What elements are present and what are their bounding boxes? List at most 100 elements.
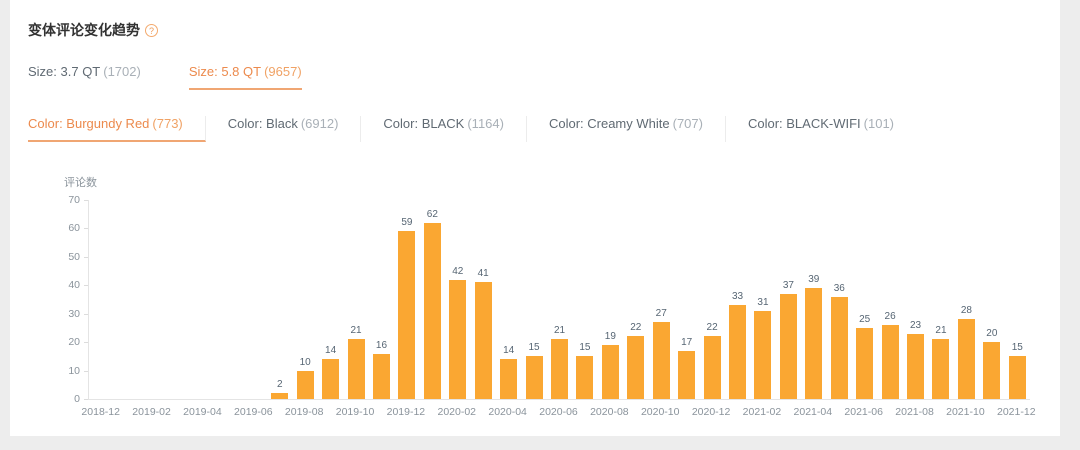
bar-2020-11[interactable]	[678, 351, 695, 399]
bar-2020-03[interactable]	[475, 282, 492, 399]
bar-2020-07[interactable]	[576, 356, 593, 399]
bar-value-label: 2	[276, 379, 283, 390]
x-tick-label: 2020-02	[437, 406, 477, 418]
bar-value-label: 59	[401, 217, 413, 228]
y-tick-mark	[84, 342, 88, 344]
y-tick-label: 40	[68, 279, 80, 292]
bar-value-label: 10	[299, 357, 311, 368]
x-tick-label: 2020-08	[590, 406, 629, 418]
bar-value-label: 33	[731, 291, 744, 302]
bar-2019-09[interactable]	[322, 359, 339, 399]
bar-value-label: 39	[808, 274, 820, 285]
bar-2021-07[interactable]	[882, 325, 899, 399]
color-tab-0[interactable]: Color: Burgundy Red (773)	[28, 116, 206, 142]
color-tab-1[interactable]: Color: Black (6912)	[206, 116, 362, 142]
bar-value-label: 21	[350, 325, 362, 336]
bar-2021-06[interactable]	[856, 328, 873, 399]
bar-value-label: 14	[325, 345, 337, 356]
bar-2019-12[interactable]	[398, 231, 415, 399]
x-tick-label: 2019-04	[183, 406, 222, 418]
size-tab-bar: Size: 3.7 QT (1702) Size: 5.8 QT (9657)	[28, 64, 1042, 90]
bar-2020-01[interactable]	[424, 223, 441, 399]
size-tab-label: Size: 5.8 QT	[188, 64, 262, 79]
size-tab-count: (1702)	[103, 64, 141, 79]
plot-area: 2 10 14 21 16 59 62 42 41 14 15 21 15 19 22 27 17 22 33 31 3…	[88, 200, 1030, 400]
bar-value-label: 21	[935, 325, 947, 336]
y-tick-label: 60	[68, 222, 80, 235]
color-tab-count: (6912)	[300, 116, 339, 131]
bar-2021-12[interactable]	[1009, 356, 1026, 399]
color-tab-3[interactable]: Color: Creamy White (707)	[527, 116, 726, 142]
y-tick-mark	[84, 256, 88, 258]
bar-2020-10[interactable]	[653, 322, 670, 399]
color-tab-2[interactable]: Color: BLACK (1164)	[361, 116, 527, 142]
x-tick-label: 2021-06	[844, 406, 883, 418]
x-tick-label: 2018-12	[81, 406, 120, 418]
bar-2020-09[interactable]	[627, 336, 644, 399]
y-tick-mark	[84, 370, 88, 372]
bar-value-label: 26	[884, 311, 896, 322]
bar-2019-08[interactable]	[297, 371, 314, 399]
bar-value-label: 14	[503, 345, 515, 356]
bar-value-label: 22	[630, 322, 642, 333]
bar-2020-12[interactable]	[704, 336, 721, 399]
bar-2020-05[interactable]	[526, 356, 543, 399]
bar-2019-10[interactable]	[348, 339, 365, 399]
size-tab-1[interactable]: Size: 5.8 QT (9657)	[188, 64, 302, 90]
bar-value-label: 27	[655, 308, 667, 319]
color-tab-bar: Color: Burgundy Red (773) Color: Black (691…	[28, 116, 1042, 142]
color-tab-4[interactable]: Color: BLACK-WIFI (101)	[726, 116, 916, 142]
x-tick-label: 2019-06	[234, 406, 273, 418]
bar-value-label: 21	[553, 325, 566, 336]
bar-value-label: 22	[706, 322, 718, 333]
color-tab-count: (773)	[152, 116, 183, 131]
color-tab-count: (707)	[672, 116, 703, 131]
y-tick-label: 30	[68, 307, 80, 320]
x-tick-label: 2019-10	[335, 406, 375, 418]
bar-value-label: 36	[833, 283, 845, 294]
y-tick-label: 20	[68, 336, 80, 349]
variant-review-trend-panel: 变体评论变化趋势 ? Size: 3.7 QT (1702) Size: 5.8 Q…	[10, 0, 1060, 436]
y-tick-label: 70	[68, 194, 80, 206]
size-tab-0[interactable]: Size: 3.7 QT (1702)	[28, 64, 141, 90]
y-tick-mark	[84, 285, 88, 287]
color-tab-label: Color: BLACK	[383, 116, 465, 131]
x-tick-label: 2020-04	[488, 406, 527, 418]
panel-header: 变体评论变化趋势 ?	[28, 20, 1042, 40]
bar-2021-04[interactable]	[805, 288, 822, 399]
bar-value-label: 41	[477, 268, 489, 279]
bar-2019-11[interactable]	[373, 354, 390, 399]
bar-2020-04[interactable]	[500, 359, 517, 399]
bar-2021-03[interactable]	[780, 294, 797, 399]
bar-2021-11[interactable]	[983, 342, 1000, 399]
bar-value-label: 19	[604, 331, 616, 342]
y-axis-title: 评论数	[64, 177, 97, 189]
y-tick-mark	[84, 200, 88, 201]
help-icon[interactable]: ?	[145, 23, 158, 37]
bar-value-label: 23	[909, 320, 922, 331]
bar-2019-07[interactable]	[271, 393, 288, 399]
bar-2021-10[interactable]	[958, 319, 975, 399]
bar-2020-08[interactable]	[602, 345, 619, 399]
y-tick-mark	[84, 228, 88, 230]
x-tick-label: 2020-12	[691, 406, 731, 418]
bar-2021-05[interactable]	[831, 297, 848, 399]
bar-value-label: 62	[426, 209, 438, 220]
x-tick-label: 2020-06	[539, 406, 578, 418]
y-tick-label: 10	[68, 364, 80, 377]
bar-2021-09[interactable]	[932, 339, 949, 399]
bar-2020-02[interactable]	[449, 280, 466, 399]
bar-value-label: 25	[859, 314, 871, 325]
x-tick-label: 2020-10	[640, 406, 680, 418]
bar-2021-01[interactable]	[729, 305, 746, 399]
bar-value-label: 15	[1011, 342, 1023, 353]
panel-title: 变体评论变化趋势	[28, 22, 140, 38]
bar-value-label: 15	[528, 342, 540, 353]
color-tab-label: Color: Black	[227, 116, 298, 131]
bar-2020-06[interactable]	[551, 339, 568, 399]
bar-value-label: 31	[757, 297, 769, 308]
bar-2021-02[interactable]	[754, 311, 771, 399]
y-tick-mark	[84, 313, 88, 315]
bar-value-label: 16	[375, 340, 388, 351]
bar-2021-08[interactable]	[907, 334, 924, 399]
